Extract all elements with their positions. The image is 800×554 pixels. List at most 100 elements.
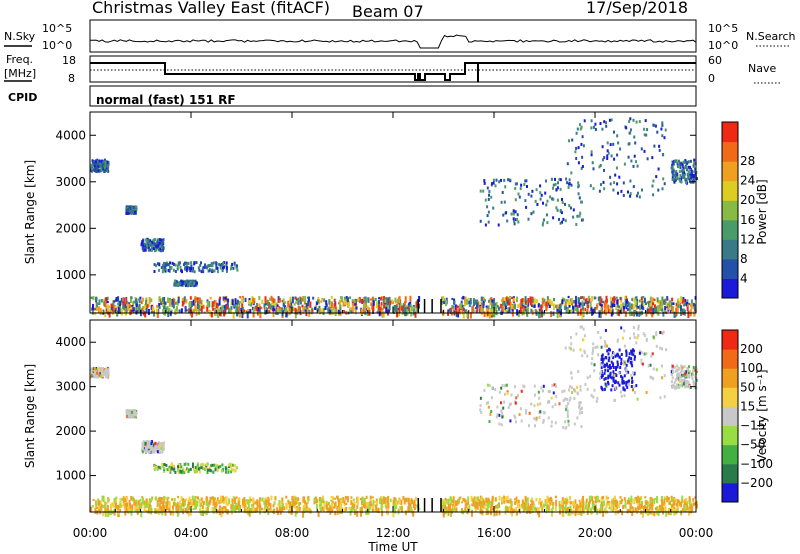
heatmap-cell <box>620 353 623 356</box>
heatmap-cell <box>92 367 95 371</box>
heatmap-cell <box>607 151 610 155</box>
heatmap-cell <box>618 500 621 507</box>
heatmap-cell <box>94 307 97 311</box>
heatmap-cell <box>162 297 164 302</box>
heatmap-cell <box>487 197 490 201</box>
heatmap-cell <box>527 506 530 510</box>
heatmap-cell <box>609 308 612 313</box>
heatmap-cell <box>297 497 300 502</box>
heatmap-cell <box>533 384 536 388</box>
heatmap-cell <box>593 369 596 373</box>
heatmap-cell <box>166 500 169 506</box>
heatmap-cell <box>183 471 186 475</box>
heatmap-cell <box>269 297 272 301</box>
heatmap-cell <box>191 495 194 500</box>
heatmap-cell <box>241 297 244 304</box>
heatmap-cell <box>595 499 597 504</box>
heatmap-cell <box>632 353 635 357</box>
heatmap-cell <box>130 296 132 303</box>
heatmap-cell <box>316 308 319 312</box>
heatmap-cell <box>475 503 477 507</box>
heatmap-cell <box>501 384 504 387</box>
heatmap-cell <box>483 388 486 392</box>
heatmap-cell <box>692 367 695 371</box>
heatmap-cell <box>557 181 559 185</box>
heatmap-cell <box>305 507 308 513</box>
heatmap-cell <box>130 296 133 300</box>
heatmap-cell <box>601 145 604 149</box>
heatmap-cell <box>583 349 586 353</box>
heatmap-cell <box>350 506 353 512</box>
heatmap-cell <box>385 306 388 313</box>
heatmap-cell <box>494 388 497 392</box>
heatmap-cell <box>590 495 592 500</box>
heatmap-cell <box>180 506 183 513</box>
heatmap-cell <box>528 411 531 415</box>
heatmap-cell <box>689 159 692 163</box>
heatmap-cell <box>661 296 664 303</box>
heatmap-cell <box>356 299 359 302</box>
heatmap-cell <box>670 370 673 374</box>
heatmap-cell <box>507 507 510 513</box>
heatmap-cell <box>124 498 127 503</box>
heatmap-cell <box>505 496 508 502</box>
heatmap-cell <box>394 498 397 506</box>
heatmap-cell <box>604 344 607 348</box>
heatmap-cell <box>650 354 653 358</box>
heatmap-cell <box>174 503 177 506</box>
heatmap-cell <box>201 504 204 510</box>
heatmap-cell <box>144 441 147 445</box>
heatmap-cell <box>596 495 599 503</box>
heatmap-cell <box>266 307 269 314</box>
heatmap-cell <box>148 509 150 512</box>
heatmap-cell <box>180 465 183 469</box>
heatmap-cell <box>291 296 294 304</box>
heatmap-cell <box>172 303 175 309</box>
heatmap-cell <box>482 302 485 309</box>
heatmap-cell <box>657 311 660 316</box>
heatmap-cell <box>171 498 174 501</box>
heatmap-cell <box>143 447 146 451</box>
heatmap-cell <box>102 162 105 166</box>
heatmap-cell <box>558 504 561 507</box>
heatmap-cell <box>415 301 418 308</box>
heatmap-cell <box>216 266 219 270</box>
heatmap-cell <box>360 507 363 514</box>
heatmap-cell <box>142 297 145 302</box>
heatmap-cell <box>369 495 372 501</box>
heatmap-cell <box>692 373 695 377</box>
heatmap-cell <box>264 497 267 501</box>
heatmap-cell <box>312 296 315 300</box>
heatmap-cell <box>486 383 489 387</box>
heatmap-cell <box>526 301 529 307</box>
heatmap-cell <box>168 307 171 313</box>
heatmap-cell <box>163 266 166 269</box>
heatmap-cell <box>205 462 208 466</box>
heatmap-cell <box>505 309 508 312</box>
heatmap-cell <box>610 388 613 392</box>
heatmap-cell <box>343 299 346 305</box>
heatmap-cell <box>117 302 120 306</box>
heatmap-cell <box>506 300 509 304</box>
heatmap-cell <box>592 349 594 353</box>
heatmap-cell <box>281 503 284 510</box>
heatmap-cell <box>230 300 233 306</box>
heatmap-cell <box>451 297 454 300</box>
heatmap-cell <box>131 413 134 417</box>
heatmap-cell <box>581 135 584 139</box>
heatmap-cell <box>565 405 568 408</box>
heatmap-cell <box>233 505 236 513</box>
heatmap-cell <box>490 505 493 511</box>
heatmap-cell <box>156 240 159 244</box>
heatmap-cell <box>559 209 562 213</box>
heatmap-cell <box>484 198 487 202</box>
heatmap-cell <box>498 180 501 184</box>
heatmap-cell <box>235 502 238 508</box>
heatmap-cell <box>141 448 143 452</box>
heatmap-cell <box>144 248 147 252</box>
heatmap-cell <box>574 499 577 504</box>
heatmap-cell <box>600 345 603 349</box>
heatmap-cell <box>503 400 506 404</box>
heatmap-cell <box>330 295 333 299</box>
heatmap-cell <box>515 501 518 504</box>
